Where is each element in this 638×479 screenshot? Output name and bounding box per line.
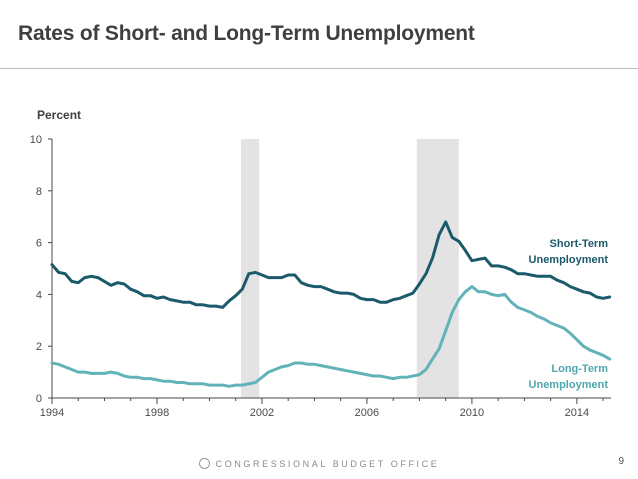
x-tick-label-2010: 2010 <box>460 407 484 419</box>
y-tick-label-4: 4 <box>36 289 42 301</box>
x-tick-label-2014: 2014 <box>565 407 589 419</box>
x-tick-label-2006: 2006 <box>355 407 379 419</box>
recession-band-1 <box>240 139 260 398</box>
x-tick-label-2002: 2002 <box>250 407 274 419</box>
chart-axes: 0 2 4 6 8 10 1994 1998 2002 2006 2010 2014 <box>30 134 611 419</box>
page-number: 9 <box>618 456 624 467</box>
long-term-unemployment-line <box>50 285 612 388</box>
y-tick-label-2: 2 <box>36 341 42 353</box>
legend-short-term: Short-Term Unemployment <box>529 238 609 266</box>
legend-short-term-line2: Unemployment <box>529 254 609 266</box>
footer: CONGRESSIONAL BUDGET OFFICE <box>0 458 638 469</box>
legend-long-term-line1: Long-Term <box>551 363 608 375</box>
y-tick-label-0: 0 <box>36 393 42 405</box>
y-tick-label-10: 10 <box>30 134 42 146</box>
legend-short-term-line1: Short-Term <box>550 238 609 250</box>
short-term-unemployment-line <box>50 220 612 309</box>
title-divider <box>0 68 638 69</box>
x-tick-label-1994: 1994 <box>40 407 64 419</box>
cbo-seal-icon <box>198 458 210 469</box>
recession-bands <box>240 139 459 398</box>
y-tick-label-8: 8 <box>36 186 42 198</box>
legend-long-term: Long-Term Unemployment <box>529 363 609 391</box>
slide-title: Rates of Short- and Long-Term Unemployme… <box>18 22 475 45</box>
footer-agency-name: CONGRESSIONAL BUDGET OFFICE <box>215 459 440 469</box>
x-tick-label-1998: 1998 <box>145 407 169 419</box>
recession-band-2 <box>416 139 459 398</box>
y-axis-label: Percent <box>37 108 81 122</box>
legend-long-term-line2: Unemployment <box>529 379 609 391</box>
chart-series <box>50 220 612 388</box>
y-tick-label-6: 6 <box>36 238 42 250</box>
